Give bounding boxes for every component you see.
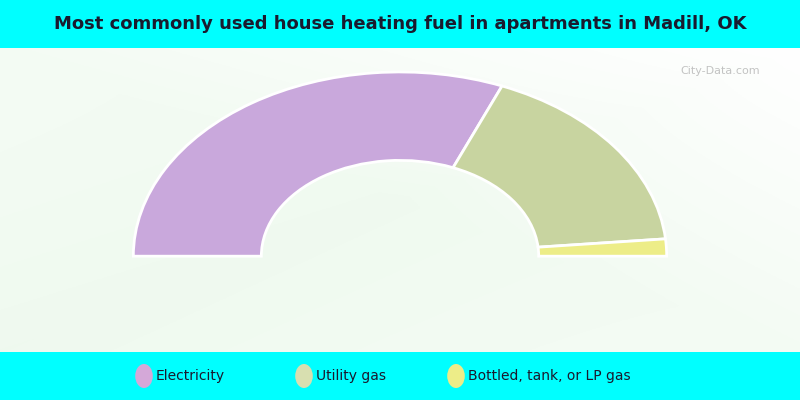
Wedge shape bbox=[453, 86, 666, 247]
Text: Electricity: Electricity bbox=[156, 369, 225, 383]
Text: Utility gas: Utility gas bbox=[316, 369, 386, 383]
Text: Bottled, tank, or LP gas: Bottled, tank, or LP gas bbox=[468, 369, 630, 383]
Ellipse shape bbox=[135, 364, 153, 388]
Wedge shape bbox=[538, 239, 666, 256]
Ellipse shape bbox=[295, 364, 313, 388]
Wedge shape bbox=[134, 72, 502, 256]
Ellipse shape bbox=[447, 364, 465, 388]
Text: Most commonly used house heating fuel in apartments in Madill, OK: Most commonly used house heating fuel in… bbox=[54, 15, 746, 33]
Text: City-Data.com: City-Data.com bbox=[680, 66, 760, 76]
